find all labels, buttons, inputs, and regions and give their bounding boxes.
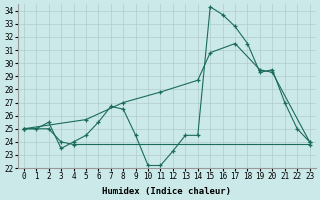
X-axis label: Humidex (Indice chaleur): Humidex (Indice chaleur)	[102, 187, 231, 196]
